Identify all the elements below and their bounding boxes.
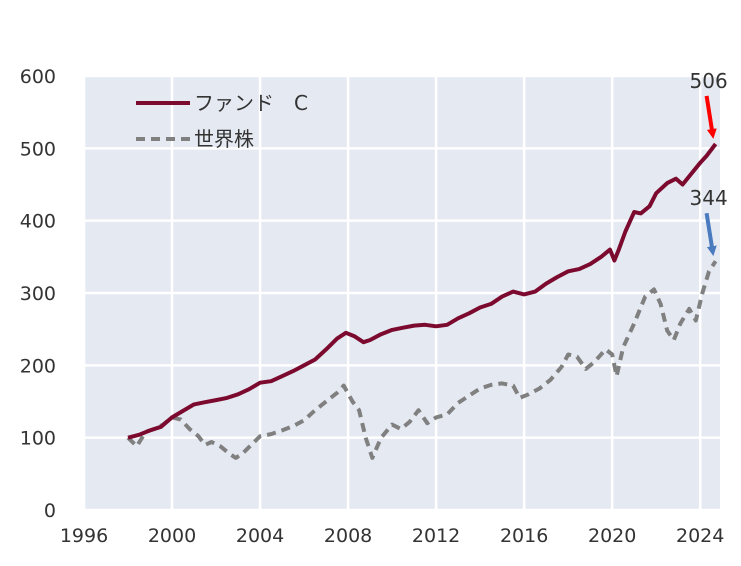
annotation-label: 506 — [690, 69, 728, 93]
y-tick-label: 600 — [20, 66, 56, 88]
x-tick-label: 2012 — [412, 525, 460, 547]
y-axis-ticks: 0 100 200 300 400 500 600 — [20, 66, 56, 522]
legend-label-fund-c: ファンド C — [194, 91, 308, 115]
x-tick-label: 2000 — [148, 525, 196, 547]
x-tick-label: 2016 — [500, 525, 548, 547]
y-tick-label: 500 — [20, 138, 56, 160]
gridlines — [82, 74, 720, 512]
annotation-arrow — [704, 212, 717, 257]
y-tick-label: 200 — [20, 355, 56, 377]
x-tick-label: 2004 — [236, 525, 284, 547]
annotation-label: 344 — [690, 186, 728, 210]
x-tick-label: 1996 — [60, 525, 108, 547]
series-line-world-stocks — [126, 260, 718, 460]
legend: ファンド C 世界株 — [136, 91, 308, 151]
y-tick-label: 400 — [20, 211, 56, 233]
x-tick-label: 2020 — [588, 525, 636, 547]
annotation-arrow — [704, 95, 717, 139]
series-lines — [126, 142, 718, 460]
legend-label-world-stocks: 世界株 — [194, 127, 254, 151]
x-tick-label: 2008 — [324, 525, 372, 547]
y-tick-label: 100 — [20, 428, 56, 450]
y-tick-label: 0 — [44, 500, 56, 522]
x-tick-label: 2024 — [676, 525, 724, 547]
x-axis-ticks: 1996 2000 2004 2008 2012 2016 2020 2024 — [60, 525, 725, 547]
y-tick-label: 300 — [20, 283, 56, 305]
end-value-annotations: 506 344 — [690, 69, 728, 257]
series-line-fund-c — [127, 142, 718, 440]
